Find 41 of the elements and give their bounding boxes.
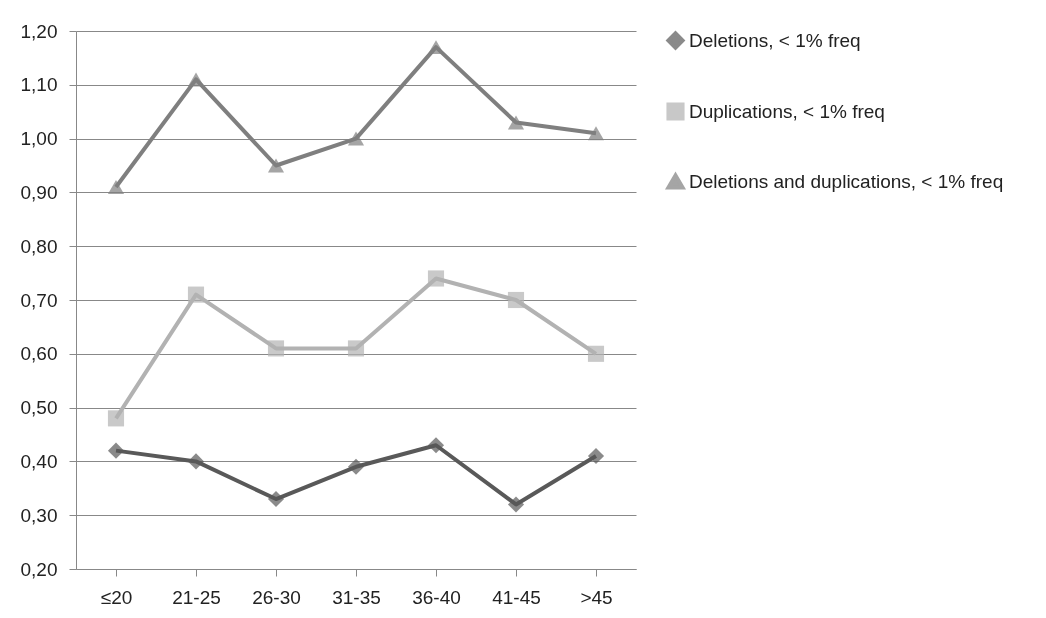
y-tick-label: 1,10 xyxy=(20,74,58,96)
y-tick-label: 1,00 xyxy=(20,128,58,150)
y-tick-label: 0,40 xyxy=(20,450,58,472)
point xyxy=(187,453,205,470)
point xyxy=(107,180,125,194)
point xyxy=(587,126,605,141)
y-tick-label: 0,60 xyxy=(20,343,58,365)
x-tick-label: >45 xyxy=(580,586,613,608)
point xyxy=(187,286,205,303)
point xyxy=(267,491,285,508)
y-tick-label: 1,20 xyxy=(20,20,58,42)
x-tick-label: 21-25 xyxy=(172,586,221,608)
y-tick-label: 0,50 xyxy=(20,397,58,419)
point xyxy=(267,340,285,357)
point xyxy=(267,158,285,173)
legend-label: Deletions and duplications, < 1% freq xyxy=(689,170,1004,192)
point xyxy=(347,131,365,146)
point xyxy=(107,442,125,459)
y-tick-label: 0,30 xyxy=(20,504,58,526)
point xyxy=(187,72,205,87)
point xyxy=(587,345,605,362)
point xyxy=(507,291,525,309)
point xyxy=(427,270,445,287)
x-tick-label: 41-45 xyxy=(492,586,541,608)
point xyxy=(587,447,605,465)
point xyxy=(427,437,445,454)
x-tick-label: 36-40 xyxy=(412,586,461,608)
y-tick-label: 0,20 xyxy=(20,558,58,580)
y-tick-label: 0,90 xyxy=(20,181,58,203)
x-tick-label: ≤20 xyxy=(100,586,133,608)
y-tick-label: 0,80 xyxy=(20,235,58,257)
x-tick-label: 26-30 xyxy=(252,586,301,608)
point xyxy=(507,496,525,513)
legend-label: Duplications, < 1% freq xyxy=(689,100,885,122)
legend-label: Deletions, < 1% freq xyxy=(689,29,861,51)
x-tick-label: 31-35 xyxy=(332,586,381,608)
point xyxy=(507,115,525,130)
point xyxy=(347,340,365,357)
y-tick-label: 0,70 xyxy=(20,289,58,311)
point xyxy=(107,410,125,427)
point xyxy=(347,458,365,475)
